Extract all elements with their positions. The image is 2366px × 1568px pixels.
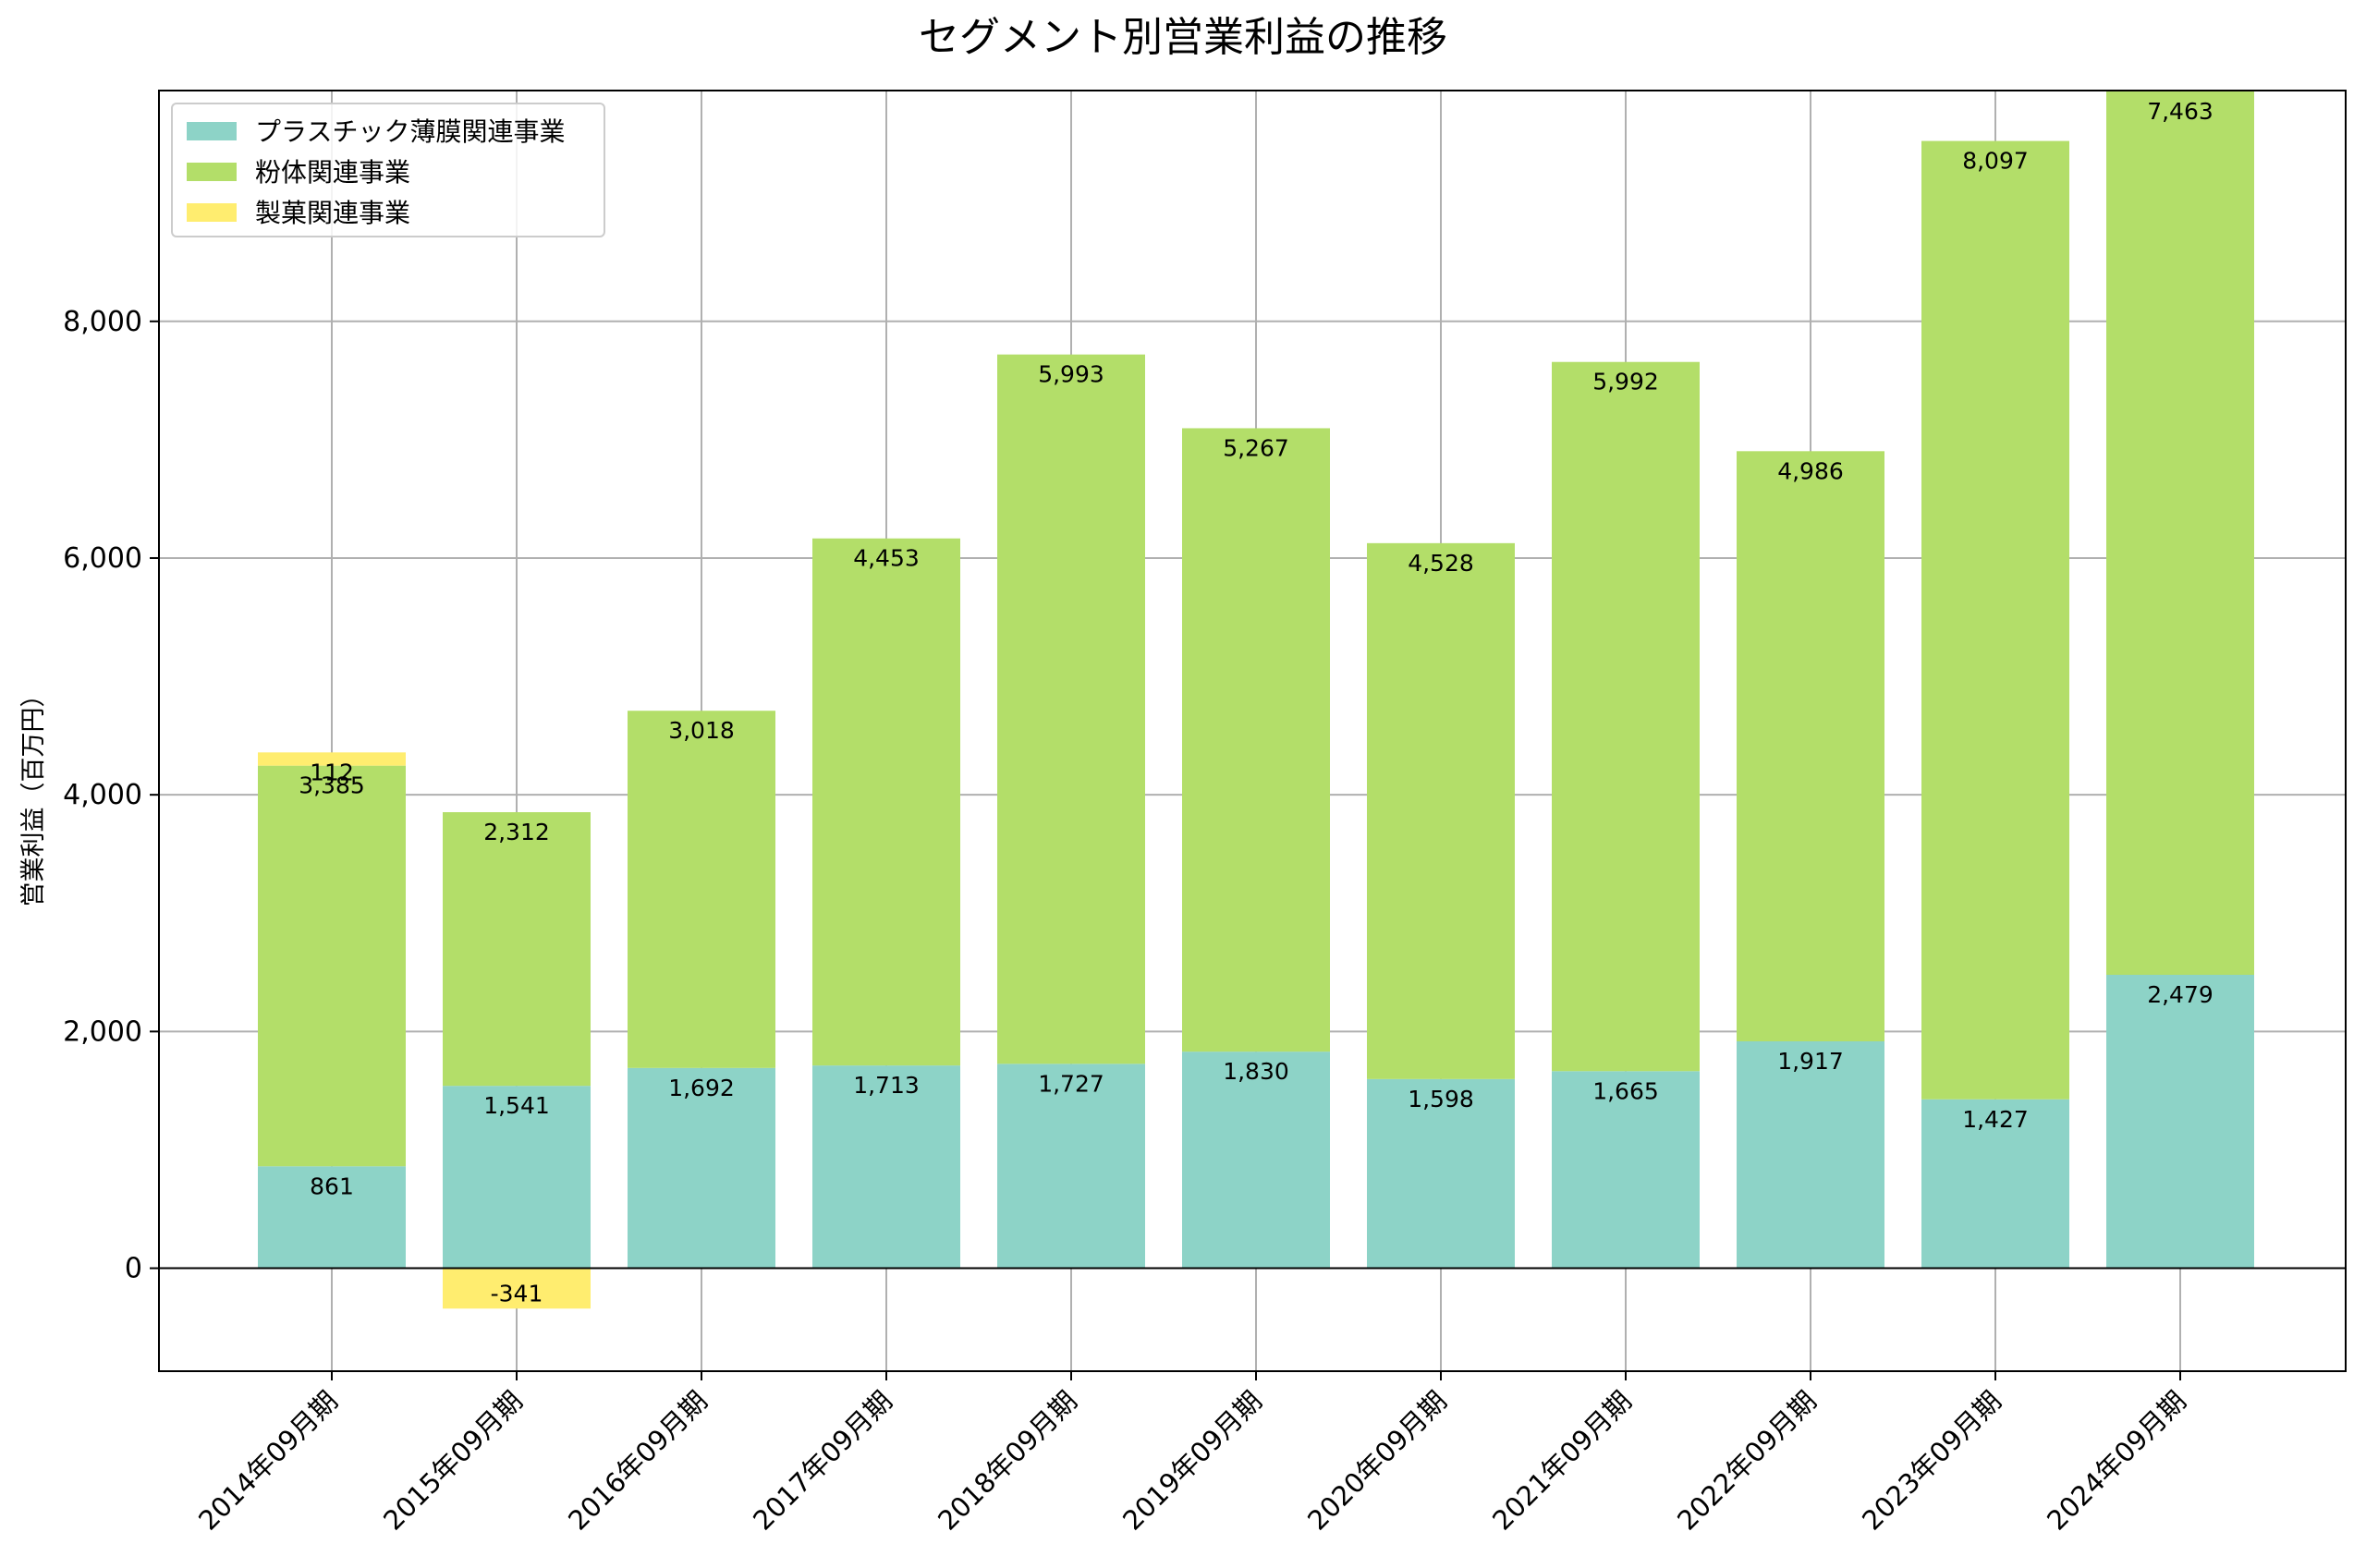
x-tick-label: 2021年09月期 xyxy=(1486,1385,1638,1537)
y-tick-label: 0 xyxy=(125,1253,142,1285)
data-labels-layer: 861 1,541 1,692 1,713 1,727 1,830 1,598 1,665 1,… xyxy=(299,98,2214,1307)
x-tick-label: 2020年09月期 xyxy=(1301,1385,1453,1537)
bar-segment xyxy=(1182,1051,1330,1269)
bar-segment xyxy=(997,1064,1145,1269)
data-label: 5,992 xyxy=(1592,369,1659,395)
data-label: 1,665 xyxy=(1592,1077,1659,1104)
data-label: 1,727 xyxy=(1038,1070,1104,1097)
bar-segment xyxy=(1921,1099,2069,1269)
x-tick-label: 2015年09月期 xyxy=(377,1385,529,1537)
plot-frame xyxy=(158,90,2347,1372)
data-label: 1,598 xyxy=(1408,1086,1474,1112)
x-tick-label: 2016年09月期 xyxy=(562,1385,713,1537)
data-label: 8,097 xyxy=(1962,148,2029,175)
x-tick-label: 2022年09月期 xyxy=(1671,1385,1823,1537)
bar-segment xyxy=(258,765,406,1167)
bar-segment xyxy=(812,538,960,1066)
legend-swatch xyxy=(187,163,237,181)
bar-segment xyxy=(628,1067,775,1269)
legend-swatch xyxy=(187,122,237,140)
bar-segment xyxy=(1552,361,1700,1072)
bar-segment xyxy=(443,1086,591,1269)
bar-segment xyxy=(997,354,1145,1064)
bar-segment xyxy=(1182,428,1330,1052)
bar-segment xyxy=(628,711,775,1068)
legend-entry: 粉体関連事業 xyxy=(255,157,410,188)
data-label: 861 xyxy=(310,1173,354,1199)
data-label: 1,427 xyxy=(1962,1106,2029,1133)
bar-segment xyxy=(443,1268,591,1309)
legend-entry: 製菓関連事業 xyxy=(255,198,410,228)
y-tick-label: 4,000 xyxy=(63,779,142,811)
x-tick-label: 2018年09月期 xyxy=(932,1385,1083,1537)
data-label: 3,385 xyxy=(299,772,365,799)
bar-segment xyxy=(1737,451,1884,1041)
data-label: -341 xyxy=(491,1281,543,1307)
bar-segment xyxy=(1921,140,2069,1100)
bar-segment xyxy=(258,1166,406,1269)
y-tick-label: 6,000 xyxy=(63,542,142,575)
x-tick-label: 2014年09月期 xyxy=(192,1385,344,1537)
chart-title: セグメント別営業利益の推移 xyxy=(919,14,1447,61)
legend-box xyxy=(171,103,605,237)
bar-segment xyxy=(1367,542,1515,1079)
data-label: 3,018 xyxy=(668,717,735,744)
data-label: 1,541 xyxy=(483,1092,550,1119)
data-label: 5,267 xyxy=(1223,434,1289,461)
data-label: 1,917 xyxy=(1777,1048,1844,1075)
bar-segment xyxy=(1367,1078,1515,1269)
bars-layer xyxy=(258,91,2254,1309)
data-label: 2,312 xyxy=(483,819,550,845)
x-tick-label: 2017年09月期 xyxy=(747,1385,898,1537)
bar-segment xyxy=(443,812,591,1087)
data-label: 1,830 xyxy=(1223,1058,1289,1085)
x-tick-label: 2023年09月期 xyxy=(1856,1385,2007,1537)
x-tick-label: 2024年09月期 xyxy=(2041,1385,2192,1537)
data-label: 1,692 xyxy=(668,1075,735,1101)
bar-segment xyxy=(812,1065,960,1269)
bar-segment xyxy=(1552,1071,1700,1269)
bar-segment xyxy=(258,752,406,766)
y-axis-label: 営業利益（百万円） xyxy=(19,683,48,907)
bar-segment xyxy=(1737,1040,1884,1269)
y-tick-label: 8,000 xyxy=(63,306,142,338)
data-label: 2,479 xyxy=(2147,981,2214,1008)
data-label: 7,463 xyxy=(2147,98,2214,125)
x-tick-label: 2019年09月期 xyxy=(1116,1385,1268,1537)
bar-segment xyxy=(2106,975,2254,1269)
data-label: 5,993 xyxy=(1038,361,1104,388)
data-label: 1,713 xyxy=(853,1072,920,1099)
y-tick-label: 2,000 xyxy=(63,1015,142,1048)
data-label: 4,986 xyxy=(1777,457,1844,484)
data-label: 112 xyxy=(310,759,354,785)
bar-segment xyxy=(2106,91,2254,976)
data-label: 4,453 xyxy=(853,545,920,572)
data-label: 4,528 xyxy=(1408,550,1474,577)
legend-entry: プラスチック薄膜関連事業 xyxy=(255,116,565,147)
legend-swatch xyxy=(187,203,237,222)
